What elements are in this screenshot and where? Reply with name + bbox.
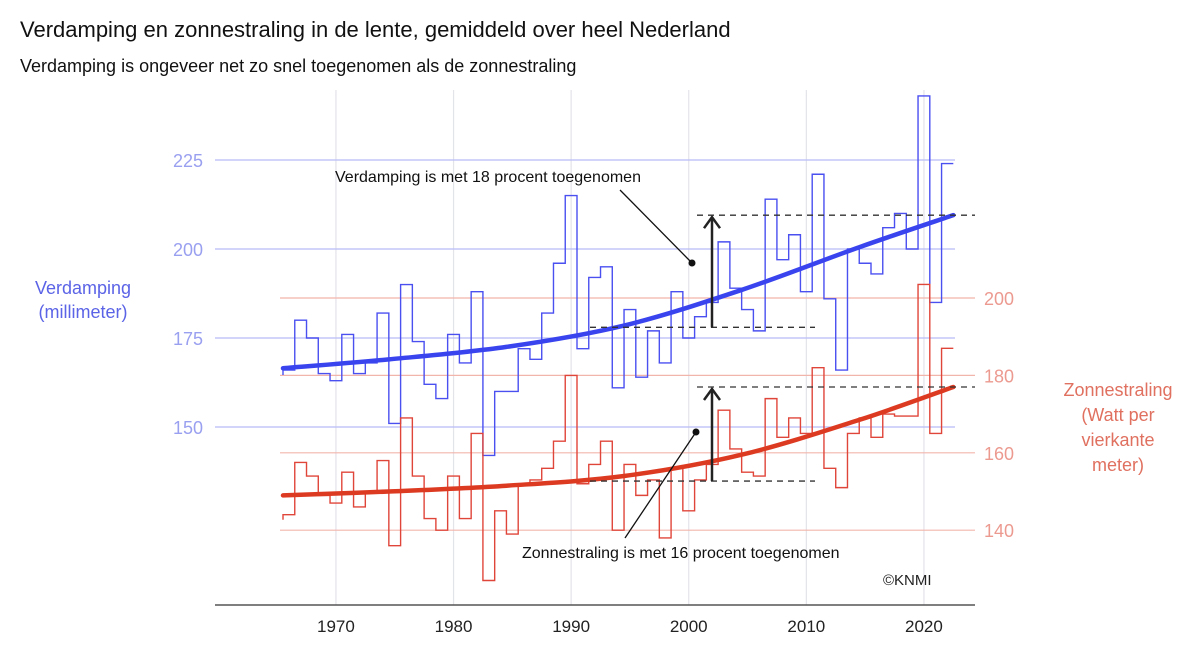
evap-leader-dot <box>688 259 696 267</box>
chart-title: Verdamping en zonnestraling in de lente,… <box>20 17 731 42</box>
y-right-tick-label: 160 <box>984 444 1014 464</box>
x-tick-label: 1980 <box>435 617 473 636</box>
sun-annotation: Zonnestraling is met 16 procent toegenom… <box>522 545 840 562</box>
y-left-axis-title: Verdamping <box>35 278 131 298</box>
chart-subtitle: Verdamping is ongeveer net zo snel toege… <box>20 56 576 76</box>
evap-trend-line <box>280 212 956 371</box>
y-right-tick-label: 180 <box>984 366 1014 386</box>
y-right-tick-label: 200 <box>984 289 1014 309</box>
y-left-tick-label: 225 <box>173 151 203 171</box>
y-right-tick-label: 140 <box>984 521 1014 541</box>
x-tick-label: 1990 <box>552 617 590 636</box>
sun-trend-line <box>280 384 956 498</box>
y-left-tick-label: 150 <box>173 418 203 438</box>
y-right-axis-title: (Watt per <box>1081 405 1154 425</box>
y-right-axis-title: meter) <box>1092 455 1144 475</box>
x-tick-label: 2000 <box>670 617 708 636</box>
y-left-tick-label: 200 <box>173 240 203 260</box>
evap-annotation: Verdamping is met 18 procent toegenomen <box>335 169 641 186</box>
evap-leader-line <box>619 189 693 264</box>
increase-arrowhead <box>702 386 722 401</box>
evap-step-line <box>282 95 954 457</box>
sun-leader-line <box>624 431 697 539</box>
x-tick-label: 2020 <box>905 617 943 636</box>
y-left-axis-title: (millimeter) <box>39 302 128 322</box>
y-right-axis-title: Zonnestraling <box>1063 380 1172 400</box>
increase-arrowhead <box>702 215 722 229</box>
x-tick-label: 1970 <box>317 617 355 636</box>
sun-leader-dot <box>692 428 700 436</box>
y-right-axis-title: vierkante <box>1081 430 1154 450</box>
x-tick-label: 2010 <box>787 617 825 636</box>
copyright: ©KNMI <box>883 572 932 589</box>
y-left-tick-label: 175 <box>173 329 203 349</box>
sun-step-line <box>282 283 954 582</box>
